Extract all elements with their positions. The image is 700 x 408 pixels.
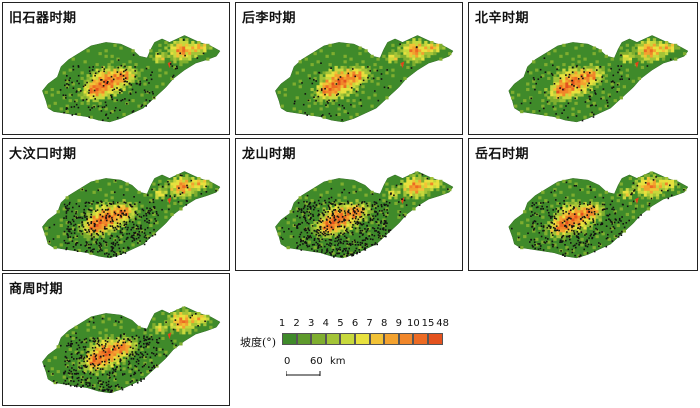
legend-tick-label: 5 — [337, 318, 344, 329]
legend-tick-label: 9 — [395, 318, 402, 329]
legend-tick-label: 6 — [351, 318, 359, 329]
coastal-highlight — [635, 197, 639, 205]
slope-raster — [44, 38, 213, 119]
legend-swatch — [311, 333, 326, 345]
legend-swatch — [325, 333, 341, 345]
legend-swatch — [340, 333, 355, 345]
scale-end: 60 — [310, 356, 323, 367]
site-points — [511, 176, 685, 258]
slope-map — [508, 35, 689, 123]
site-points — [293, 43, 418, 121]
legend-swatch — [296, 333, 312, 345]
legend-swatch — [282, 333, 297, 345]
legend-swatch — [428, 333, 443, 345]
site-points — [280, 173, 449, 258]
legend-tick-label: 10 — [407, 318, 420, 329]
map-panel-shang-zhou: 商周时期 — [2, 273, 230, 406]
scale-bar: 0 60 km — [284, 356, 384, 380]
coastal-highlight — [167, 197, 172, 205]
slope-raster — [47, 306, 213, 393]
site-points — [48, 174, 217, 258]
panel-title: 大汶口时期 — [9, 147, 77, 162]
legend-tick-label: 8 — [381, 318, 388, 329]
map-panel-beixin: 北辛时期 — [468, 2, 698, 135]
map-panel-dawenkou: 大汶口时期 — [2, 138, 230, 271]
legend-tick-label: 3 — [308, 318, 315, 329]
panel-title: 商周时期 — [9, 282, 64, 297]
map-panel-longshan: 龙山时期 — [235, 138, 463, 271]
panel-title: 旧石器时期 — [9, 11, 77, 26]
legend-tick-label: 15 — [421, 318, 435, 329]
legend-tick-label: 7 — [366, 318, 373, 329]
site-points — [59, 39, 205, 122]
panel-title: 龙山时期 — [242, 147, 297, 162]
legend-tick-label: 1 — [278, 318, 286, 329]
site-points — [520, 54, 672, 122]
legend-label: 坡度(°) — [240, 336, 277, 349]
panel-title: 北辛时期 — [475, 11, 530, 26]
map-panel-houli: 后李时期 — [235, 2, 463, 135]
coastal-highlight — [635, 61, 639, 69]
panel-title: 岳石时期 — [475, 147, 530, 162]
site-points — [43, 313, 206, 393]
slope-raster — [277, 38, 452, 119]
slope-map — [42, 306, 221, 394]
legend-tick-label: 48 — [436, 318, 449, 329]
legend-swatch — [384, 333, 399, 345]
scale-unit: km — [330, 356, 346, 367]
slope-map — [275, 171, 454, 259]
panel-title: 后李时期 — [242, 11, 297, 26]
scale-start: 0 — [284, 356, 291, 367]
legend-tick-label: 2 — [293, 318, 300, 329]
legend-swatch — [413, 333, 428, 345]
coastal-highlight — [167, 61, 172, 69]
legend-swatch — [369, 333, 385, 345]
legend-tick-label: 4 — [322, 318, 329, 329]
legend-swatch — [398, 333, 414, 345]
slope-map — [42, 171, 221, 259]
slope-map — [275, 35, 454, 123]
legend-swatch — [355, 333, 370, 345]
slope-map — [42, 35, 221, 123]
map-panel-yueshi: 岳石时期 — [468, 138, 698, 271]
coastal-highlight — [400, 61, 405, 69]
slope-map — [508, 171, 689, 259]
coastal-highlight — [167, 332, 172, 340]
map-panel-paleolithic: 旧石器时期 — [2, 2, 230, 135]
scale-line — [286, 371, 321, 376]
slope-legend: 坡度(°) 1 2 3 4 5 6 7 8 9 10 15 48 — [240, 318, 470, 380]
